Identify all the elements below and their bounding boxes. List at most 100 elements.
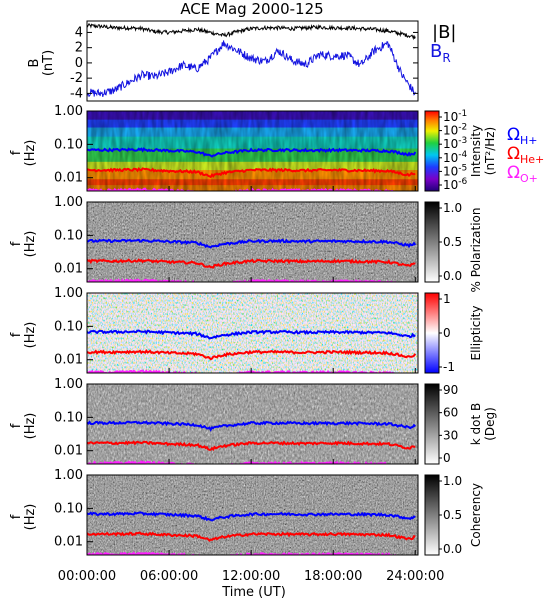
polarization-frame [86,201,419,283]
x-tick-label: 24:00:00 [386,569,444,584]
b-ylabel-1: B [27,59,42,68]
omega-he-curve [87,349,417,361]
kdotb-cbar-tick-label: 0 [443,451,451,465]
polarization-ytick-label: 1.00 [54,195,83,210]
ellipticity-cbar-tick-label: 1 [443,292,451,306]
polarization-ylabel-1: f [9,241,24,246]
panel-intensity: 1.00 0.10 0.01 f (Hz) 10-110-210-310-410-510-… [9,104,497,192]
x-tick-label: 18:00:00 [304,569,362,584]
intensity-cbar-tick-label: 10-1 [443,109,467,124]
legend-omega-h: ΩH+ [507,125,538,147]
polarization-cbar-tick-label: 1.0 [443,201,462,215]
panel-ellipticity: 1.00 0.10 0.01 f (Hz) 1 0 -1 Ellipticity [9,286,483,374]
intensity-cbar-tick-label: 10-4 [443,150,468,165]
ellipticity-cbar-tick-label: 0 [443,326,451,340]
omega-he-curve [87,440,416,452]
omega-h-curve [87,511,416,522]
intensity-cbar-tick-label: 10-2 [443,123,467,138]
intensity-ytick-label: 0.01 [54,171,83,186]
intensity-frame [86,110,419,192]
ellipticity-ytick-label: 0.01 [54,353,83,368]
kdotb-ylabel-2: (Hz) [23,413,38,440]
omega-h-curve [87,329,416,340]
coherency-ytick-label: 0.01 [54,535,83,550]
ellipticity-ytick-label: 1.00 [54,286,83,301]
legend-b-total: |B| [432,22,456,43]
polarization-colorbar [424,201,440,283]
kdotb-ytick-label: 0.01 [54,444,83,459]
intensity-ytick-label: 1.00 [54,104,83,119]
omega-he-curve [87,258,416,269]
intensity-ylabel-2: (Hz) [23,140,38,167]
polarization-cbar-label: % Polarization [469,208,483,293]
x-axis-tick-labels: 00:00:00 06:00:00 12:00:00 18:00:00 24:00:00 [58,569,445,584]
b-series-layer [87,22,416,98]
intensity-cbar-tick-label: 10-6 [443,177,468,192]
x-tick-label: 06:00:00 [140,569,198,584]
kdotb-colorbar [424,383,440,465]
polarization-cbar-tick-label: 0.0 [443,269,462,283]
kdotb-frame [86,383,419,465]
panel-kdotb: 1.00 0.10 0.01 f (Hz) 90 60 30 0 k dot B (Deg) [9,377,497,465]
panel-polarization: 1.00 0.10 0.01 f (Hz) 1.0 0.5 0.0 % Polarization [9,195,483,292]
ellipticity-colorbar [424,292,440,374]
polarization-cbar-tick-label: 0.5 [443,235,462,249]
coherency-cbar-label: Coherency [469,483,483,547]
kdotb-cbar-tick-label: 30 [443,428,458,442]
intensity-cbar-label-2: (nT²/Hz) [483,127,497,175]
ellipticity-spectrogram [87,293,418,373]
coherency-ytick-label: 1.00 [54,468,83,483]
omega-he-curve [87,531,416,542]
coherency-ylabel-1: f [9,514,24,519]
legend-omega-o: ΩO+ [507,163,538,185]
kdotb-cbar-label-1: k dot B [469,403,483,445]
coherency-spectrogram [87,475,418,555]
x-axis-label: Time (UT) [221,585,286,600]
intensity-cbar-tick-label: 10-3 [443,136,467,151]
ellipticity-ylabel-2: (Hz) [23,322,38,349]
b-panel-frame [86,20,419,102]
x-tick-label: 12:00:00 [222,569,280,584]
b-r-line [87,40,416,98]
b-yaxis-ticks: 420-2-4 [70,25,418,101]
kdotb-spectrogram [87,384,418,464]
intensity-spectrogram [87,111,418,191]
legend-omega-he: ΩHe+ [507,144,544,166]
coherency-cbar-tick-label: 1.0 [443,474,462,488]
coherency-colorbar [424,474,440,556]
b-ytick-label: -4 [70,86,83,101]
ellipticity-cbar-tick-label: -1 [443,360,455,374]
coherency-cbar-tick-label: 0.5 [443,508,462,522]
omega-h-curve [87,147,417,158]
b-ytick-label: -2 [70,71,83,86]
kdotb-cbar-tick-label: 90 [443,383,458,397]
intensity-cbar-tick-label: 10-5 [443,163,467,178]
kdotb-ylabel-1: f [9,423,24,428]
coherency-ylabel-2: (Hz) [23,504,38,531]
intensity-colorbar [424,110,440,192]
polarization-ylabel-2: (Hz) [23,231,38,258]
b-ytick-label: 4 [75,25,83,40]
legend-b-r: BR [430,41,451,65]
coherency-cbar-tick-label: 0.0 [443,542,462,556]
intensity-ytick-label: 0.10 [54,137,83,152]
coherency-frame [86,474,419,556]
intensity-cbar-label-1: Intensity [469,125,483,177]
figure-title: ACE Mag 2000-125 [180,0,323,18]
x-tick-label: 00:00:00 [58,569,116,584]
polarization-spectrogram [87,202,418,282]
panel-b-field: 420-2-4 B (nT) |B| BR [27,20,456,102]
ellipticity-cbar-label: Ellipticity [469,306,483,361]
kdotb-ytick-label: 0.10 [54,410,83,425]
omega-he-curve [87,166,416,179]
ellipticity-ytick-label: 0.10 [54,319,83,334]
omega-h-curve [87,420,417,432]
b-total-line [87,22,416,41]
ellipticity-ylabel-1: f [9,332,24,337]
omega-h-curve [87,238,417,249]
polarization-ytick-label: 0.01 [54,262,83,277]
b-ytick-label: 2 [75,41,83,56]
coherency-ytick-label: 0.10 [54,501,83,516]
intensity-ylabel-1: f [9,150,24,155]
